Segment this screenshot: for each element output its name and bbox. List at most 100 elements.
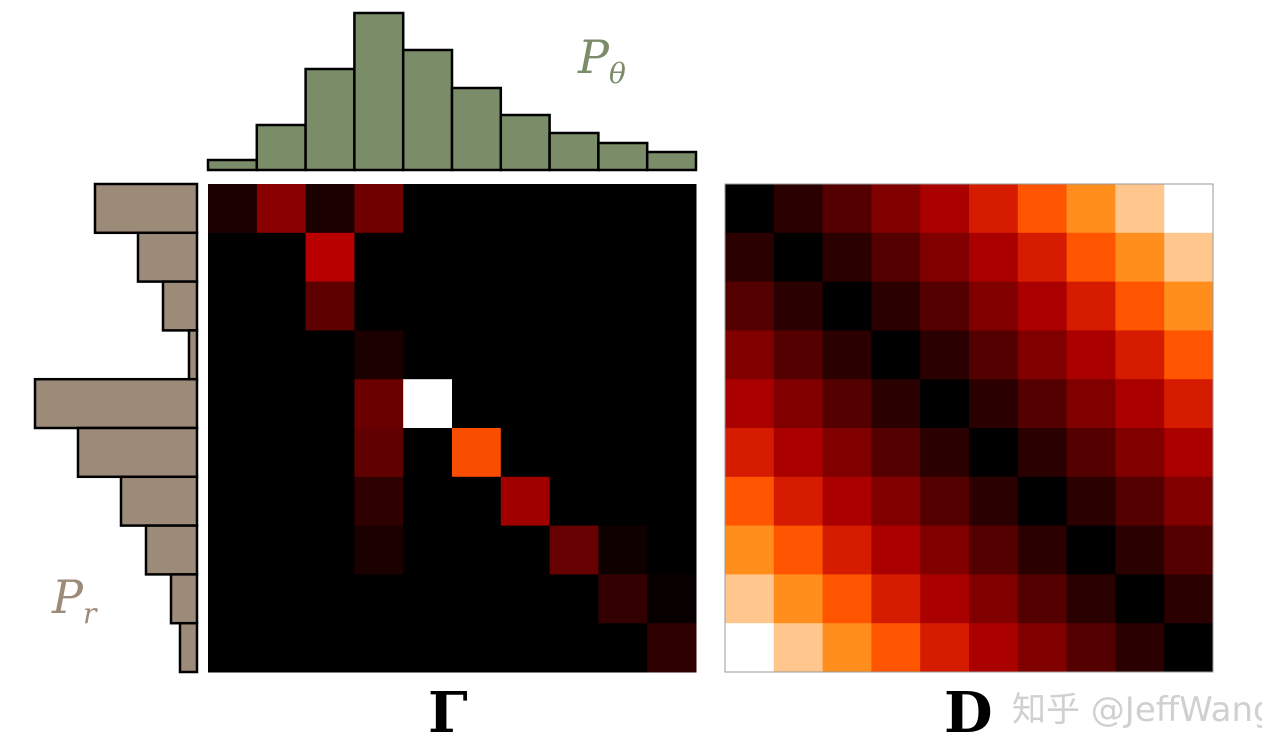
gamma-cell (647, 184, 697, 234)
d-cell (1017, 330, 1068, 380)
d-cell (822, 232, 872, 283)
d-cell (1066, 232, 1116, 283)
d-cell (1164, 525, 1214, 575)
gamma-cell (305, 428, 355, 478)
gamma-cell (500, 379, 551, 429)
d-cell (969, 428, 1019, 478)
d-cell (1017, 184, 1068, 234)
d-cell (725, 574, 775, 624)
gamma-cell (354, 330, 404, 380)
gamma-cell (598, 525, 648, 575)
d-cell (969, 184, 1019, 234)
gamma-cell (305, 574, 355, 624)
d-cell (822, 379, 872, 429)
d-cell (969, 232, 1019, 283)
d-cell (822, 525, 872, 575)
gamma-cell (549, 330, 599, 380)
gamma-cell (452, 232, 502, 283)
gamma-cell (305, 476, 355, 527)
gamma-cell (598, 330, 648, 380)
d-cell (725, 525, 775, 575)
gamma-cell (305, 184, 355, 234)
p-r-bar (161, 280, 199, 332)
d-cell (1066, 184, 1116, 234)
d-cell (773, 281, 824, 331)
d-cell (1066, 574, 1116, 624)
d-cell (725, 232, 775, 283)
d-cell (822, 476, 872, 527)
gamma-cell (500, 184, 551, 234)
gamma-cell (256, 623, 307, 673)
d-cell (920, 184, 970, 234)
gamma-cell (256, 330, 307, 380)
gamma-cell (452, 184, 502, 234)
p-theta-bar (353, 11, 405, 172)
gamma-cell (305, 623, 355, 673)
d-cell (725, 428, 775, 478)
d-cell (969, 623, 1019, 673)
d-cell (1115, 574, 1165, 624)
gamma-cell (354, 476, 404, 527)
gamma-cell (208, 184, 258, 234)
p-r-bar (119, 475, 199, 527)
gamma-cell (500, 428, 551, 478)
gamma-cell (500, 476, 551, 527)
gamma-cell (647, 379, 697, 429)
gamma-cell (452, 574, 502, 624)
d-cell (920, 476, 970, 527)
p-theta-bar (255, 123, 307, 172)
gamma-cell (256, 232, 307, 283)
d-cell (822, 574, 872, 624)
gamma-cell (305, 281, 355, 331)
gamma-label: Γ (428, 680, 468, 746)
gamma-cell (598, 184, 648, 234)
gamma-cell (549, 476, 599, 527)
d-cell (1017, 281, 1068, 331)
d-cell (773, 623, 824, 673)
gamma-cell (208, 379, 258, 429)
d-cell (871, 428, 921, 478)
d-cell (1164, 281, 1214, 331)
watermark: 知乎 @JeffWang (1012, 690, 1262, 730)
d-cell (920, 379, 970, 429)
d-cell (822, 184, 872, 234)
d-cell (969, 281, 1019, 331)
d-cell (1164, 623, 1214, 673)
d-cell (920, 428, 970, 478)
p-r-sub: r (82, 597, 97, 630)
p-r-main: P (52, 570, 83, 624)
d-cell (773, 232, 824, 283)
d-cell (822, 428, 872, 478)
d-cell (822, 281, 872, 331)
gamma-cell (452, 623, 502, 673)
gamma-cell (647, 623, 697, 673)
d-cell (1066, 623, 1116, 673)
gamma-cell (500, 525, 551, 575)
d-cell (871, 232, 921, 283)
d-cell (1066, 281, 1116, 331)
d-cell (920, 623, 970, 673)
gamma-cell (256, 525, 307, 575)
gamma-cell (354, 525, 404, 575)
gamma-cell (403, 379, 453, 429)
p-theta-bar (499, 113, 551, 172)
p-r-bar (33, 377, 199, 430)
gamma-cell (403, 281, 453, 331)
gamma-cell (208, 574, 258, 624)
d-cell (871, 476, 921, 527)
p-r-label: Pr (52, 570, 96, 630)
gamma-cell (647, 232, 697, 283)
d-cell (920, 525, 970, 575)
d-cell (1164, 232, 1214, 283)
p-r-bar (178, 621, 199, 674)
gamma-cell (403, 476, 453, 527)
gamma-cell (354, 281, 404, 331)
p-theta-bar (645, 150, 698, 172)
gamma-cell (647, 281, 697, 331)
gamma-cell (452, 330, 502, 380)
gamma-cell (256, 281, 307, 331)
gamma-cell (403, 623, 453, 673)
d-label: D (944, 680, 993, 746)
p-theta-main: P (578, 30, 609, 84)
gamma-cell (549, 184, 599, 234)
